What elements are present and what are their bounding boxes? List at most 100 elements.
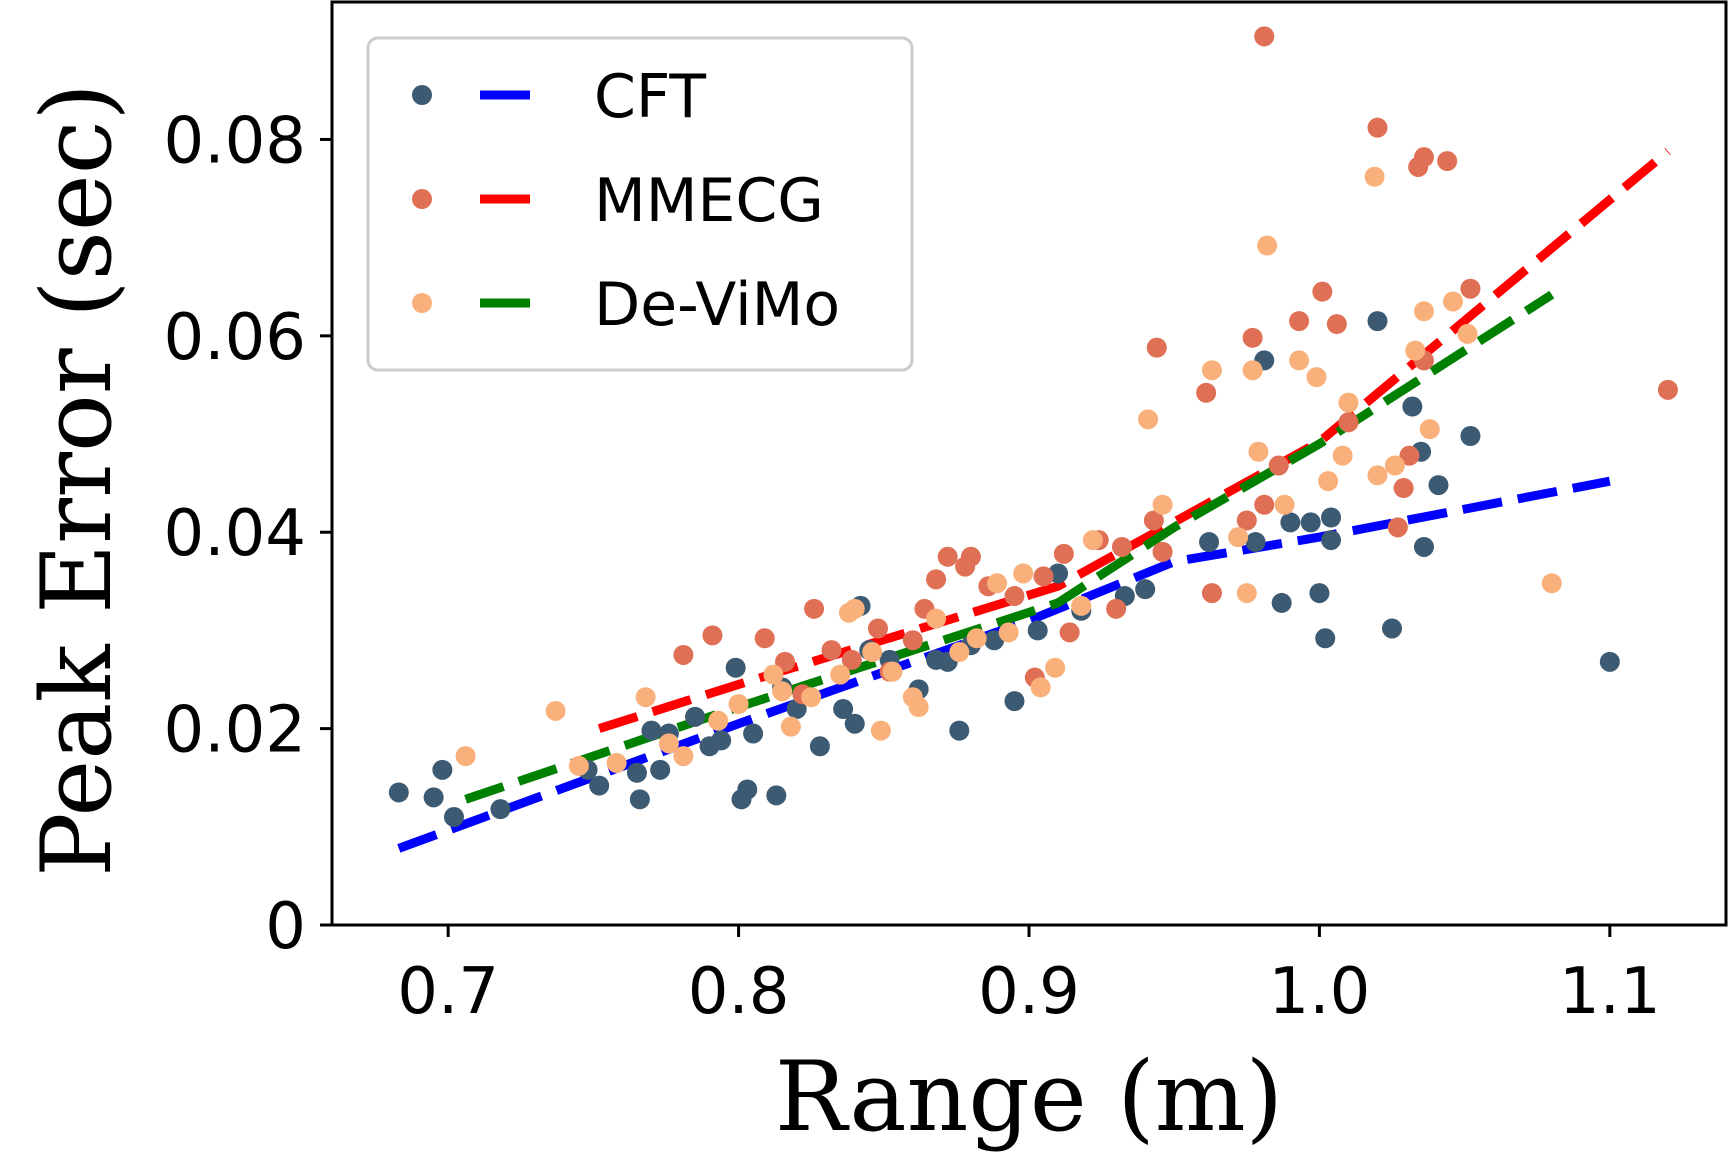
point-de-vimo bbox=[1367, 465, 1388, 486]
point-de-vimo bbox=[635, 687, 656, 708]
point-cft bbox=[725, 657, 746, 678]
point-mmecg bbox=[1196, 382, 1217, 403]
point-de-vimo bbox=[1274, 494, 1295, 515]
legend-marker-cft bbox=[412, 85, 432, 105]
point-cft bbox=[1309, 583, 1330, 604]
point-cft bbox=[1315, 628, 1336, 649]
point-de-vimo bbox=[844, 598, 865, 619]
y-tick-label: 0.08 bbox=[164, 104, 307, 178]
point-cft bbox=[1460, 426, 1481, 447]
point-cft bbox=[685, 706, 706, 727]
point-de-vimo bbox=[1138, 409, 1159, 430]
point-cft bbox=[1599, 651, 1620, 672]
point-mmecg bbox=[1059, 622, 1080, 643]
point-de-vimo bbox=[1236, 583, 1257, 604]
point-mmecg bbox=[754, 628, 775, 649]
point-mmecg bbox=[702, 625, 723, 646]
point-de-vimo bbox=[1030, 677, 1051, 698]
point-mmecg bbox=[867, 618, 888, 639]
point-mmecg bbox=[804, 598, 825, 619]
point-mmecg bbox=[1413, 147, 1434, 168]
point-cft bbox=[432, 759, 453, 780]
point-de-vimo bbox=[1228, 527, 1249, 548]
point-cft bbox=[1413, 536, 1434, 557]
point-cft bbox=[490, 799, 511, 820]
point-cft bbox=[1321, 507, 1342, 528]
point-de-vimo bbox=[1201, 360, 1222, 381]
point-de-vimo bbox=[870, 720, 891, 741]
legend-label-mmecg: MMECG bbox=[594, 166, 824, 236]
point-mmecg bbox=[673, 644, 694, 665]
point-mmecg bbox=[1338, 412, 1359, 433]
point-de-vimo bbox=[1045, 657, 1066, 678]
point-cft bbox=[844, 713, 865, 734]
point-de-vimo bbox=[1242, 360, 1263, 381]
point-cft bbox=[641, 720, 662, 741]
point-de-vimo bbox=[1364, 166, 1385, 187]
point-de-vimo bbox=[780, 716, 801, 737]
legend: CFT MMECG De-ViMo bbox=[366, 36, 914, 372]
legend-marker-mmecg bbox=[412, 189, 432, 209]
point-mmecg bbox=[1146, 337, 1167, 358]
point-de-vimo bbox=[1332, 445, 1353, 466]
legend-box bbox=[366, 36, 914, 372]
point-de-vimo bbox=[455, 746, 476, 767]
point-cft bbox=[949, 720, 970, 741]
point-mmecg bbox=[926, 569, 947, 590]
x-tick-label: 0.7 bbox=[397, 955, 499, 1029]
point-cft bbox=[629, 789, 650, 810]
point-de-vimo bbox=[1071, 595, 1092, 616]
point-mmecg bbox=[1367, 117, 1388, 138]
x-tick-label: 1.1 bbox=[1559, 955, 1661, 1029]
point-de-vimo bbox=[1419, 419, 1440, 440]
point-mmecg bbox=[1053, 543, 1074, 564]
point-mmecg bbox=[1399, 445, 1420, 466]
point-mmecg bbox=[1143, 510, 1164, 531]
point-de-vimo bbox=[568, 755, 589, 776]
point-de-vimo bbox=[1013, 563, 1034, 584]
y-axis-ticks: 0 0.02 0.04 0.06 0.08 bbox=[164, 104, 332, 964]
point-de-vimo bbox=[926, 608, 947, 629]
point-mmecg bbox=[1201, 583, 1222, 604]
point-de-vimo bbox=[1384, 455, 1405, 476]
fit-line-mmecg bbox=[597, 147, 1671, 733]
point-de-vimo bbox=[1338, 392, 1359, 413]
point-mmecg bbox=[1004, 586, 1025, 607]
point-cft bbox=[737, 779, 758, 800]
point-cft bbox=[626, 762, 647, 783]
x-tick-label: 0.9 bbox=[978, 955, 1080, 1029]
y-axis-title: Peak Error (sec) bbox=[21, 83, 133, 877]
point-mmecg bbox=[1033, 566, 1054, 587]
point-de-vimo bbox=[708, 710, 729, 731]
point-mmecg bbox=[1460, 278, 1481, 299]
point-cft bbox=[1321, 530, 1342, 551]
point-mmecg bbox=[1242, 327, 1263, 348]
point-cft bbox=[809, 736, 830, 757]
point-cft bbox=[1135, 579, 1156, 600]
point-mmecg bbox=[1236, 510, 1257, 531]
point-mmecg bbox=[1289, 311, 1310, 332]
point-cft bbox=[743, 723, 764, 744]
point-mmecg bbox=[1312, 281, 1333, 302]
point-de-vimo bbox=[966, 628, 987, 649]
x-tick-label: 0.8 bbox=[688, 955, 790, 1029]
point-cft bbox=[1402, 396, 1423, 417]
point-de-vimo bbox=[998, 622, 1019, 643]
point-cft bbox=[1245, 532, 1266, 553]
point-mmecg bbox=[1268, 455, 1289, 476]
point-de-vimo bbox=[1405, 340, 1426, 361]
point-de-vimo bbox=[1257, 235, 1278, 256]
point-mmecg bbox=[1657, 379, 1678, 400]
point-cft bbox=[650, 759, 671, 780]
point-cft bbox=[589, 775, 610, 796]
point-mmecg bbox=[1111, 536, 1132, 557]
point-de-vimo bbox=[728, 694, 749, 715]
point-de-vimo bbox=[830, 664, 851, 685]
point-mmecg bbox=[1437, 151, 1458, 172]
point-de-vimo bbox=[763, 664, 784, 685]
point-cft bbox=[1367, 311, 1388, 332]
point-mmecg bbox=[1106, 598, 1127, 619]
point-de-vimo bbox=[772, 681, 793, 702]
scatter-points bbox=[388, 26, 1678, 827]
